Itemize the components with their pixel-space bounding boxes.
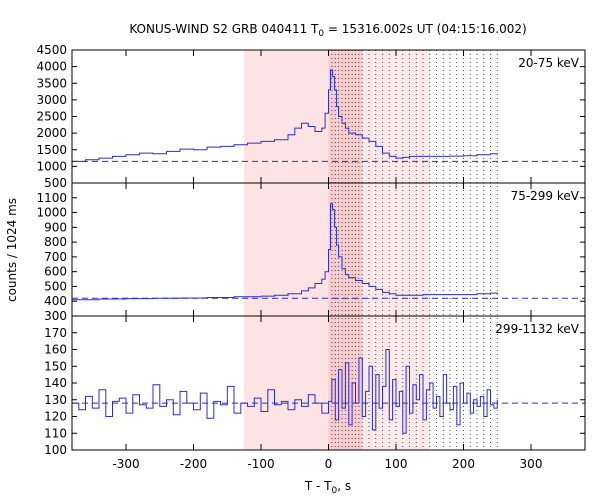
y-tick-label-0-3: 2000 bbox=[36, 126, 67, 140]
y-axis-label: counts / 1024 ms bbox=[5, 198, 19, 302]
y-tick-label-1-8: 1100 bbox=[36, 191, 67, 205]
y-tick-label-0-0: 500 bbox=[44, 176, 67, 190]
x-tick-label-3: 0 bbox=[325, 457, 333, 471]
y-tick-label-0-2: 1500 bbox=[36, 143, 67, 157]
chart-title: KONUS-WIND S2 GRB 040411 T0 = 15316.002s… bbox=[129, 22, 526, 39]
y-tick-label-2-1: 110 bbox=[44, 426, 67, 440]
panel-energy-label-2: 299-1132 keV bbox=[495, 322, 579, 336]
y-tick-label-2-3: 130 bbox=[44, 393, 67, 407]
y-tick-label-1-1: 400 bbox=[44, 294, 67, 308]
count-rate-trace-1 bbox=[72, 203, 498, 301]
x-tick-label-1: -200 bbox=[180, 457, 207, 471]
panel-energy-label-0: 20-75 keV bbox=[518, 56, 580, 70]
panel-energy-label-1: 75-299 keV bbox=[511, 189, 580, 203]
y-tick-label-2-2: 120 bbox=[44, 410, 67, 424]
count-rate-trace-0 bbox=[72, 69, 498, 162]
x-tick-label-2: -100 bbox=[247, 457, 274, 471]
y-tick-label-0-7: 4000 bbox=[36, 60, 67, 74]
x-axis-label: T - T0, s bbox=[304, 479, 351, 496]
y-tick-label-1-0: 300 bbox=[44, 309, 67, 323]
y-tick-label-2-7: 170 bbox=[44, 326, 67, 340]
y-tick-label-2-0: 100 bbox=[44, 443, 67, 457]
y-tick-label-1-4: 700 bbox=[44, 250, 67, 264]
y-tick-label-2-6: 160 bbox=[44, 343, 67, 357]
y-tick-label-2-4: 140 bbox=[44, 376, 67, 390]
x-tick-label-0: -300 bbox=[112, 457, 139, 471]
plot-frame bbox=[71, 49, 586, 451]
y-tick-label-1-3: 600 bbox=[44, 265, 67, 279]
x-tick-label-6: 300 bbox=[520, 457, 543, 471]
shaded-interval-0 bbox=[244, 50, 329, 450]
y-tick-label-0-4: 2500 bbox=[36, 110, 67, 124]
y-tick-label-1-2: 500 bbox=[44, 279, 67, 293]
y-tick-label-0-1: 1000 bbox=[36, 159, 67, 173]
y-tick-label-2-5: 150 bbox=[44, 359, 67, 373]
y-tick-label-0-8: 4500 bbox=[36, 43, 67, 57]
y-tick-label-0-6: 3500 bbox=[36, 76, 67, 90]
y-tick-label-1-6: 900 bbox=[44, 220, 67, 234]
x-tick-label-4: 100 bbox=[385, 457, 408, 471]
y-tick-label-1-7: 1000 bbox=[36, 206, 67, 220]
y-tick-label-0-5: 3000 bbox=[36, 93, 67, 107]
y-tick-label-1-5: 800 bbox=[44, 235, 67, 249]
count-rate-trace-2 bbox=[72, 349, 498, 434]
x-tick-label-5: 200 bbox=[452, 457, 475, 471]
